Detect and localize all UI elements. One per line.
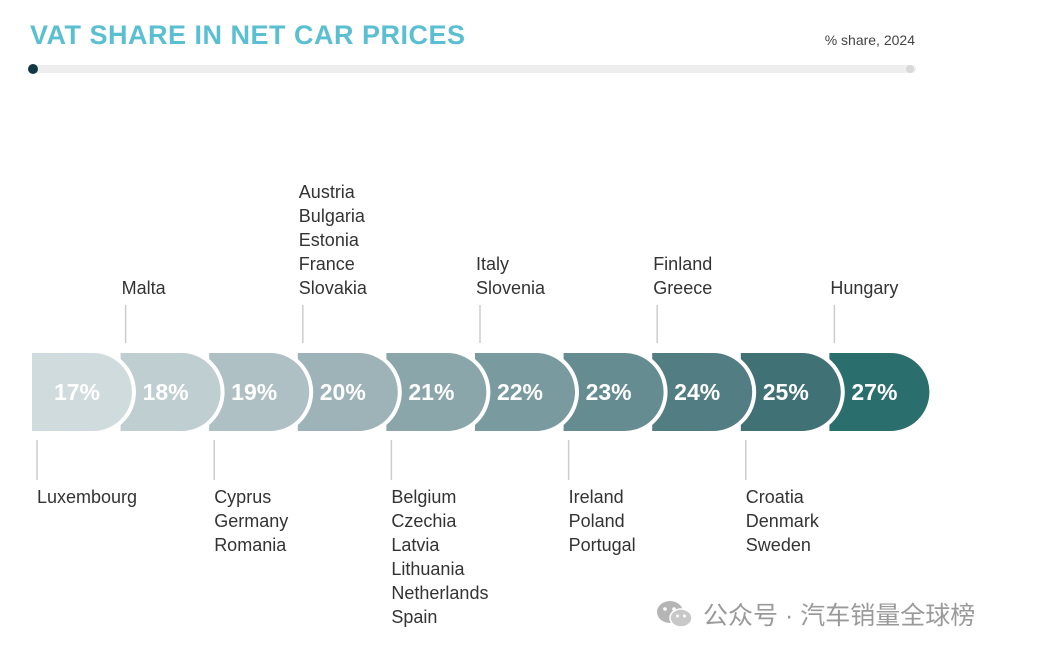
country-label: Portugal (569, 535, 636, 555)
country-label: Belgium (391, 487, 456, 507)
progress-end-dot (906, 65, 914, 73)
country-label: Hungary (830, 278, 898, 298)
chart-title: VAT SHARE IN NET CAR PRICES (30, 20, 466, 50)
scale-segment-6 (471, 349, 579, 435)
country-label: Czechia (391, 511, 457, 531)
country-label: Spain (391, 607, 437, 627)
country-label: France (299, 254, 355, 274)
value-label: 27% (851, 379, 897, 405)
country-label: Germany (214, 511, 288, 531)
country-label: Bulgaria (299, 206, 366, 226)
country-label: Slovenia (476, 278, 546, 298)
scale-segment-9 (736, 349, 845, 435)
country-label: Malta (122, 278, 167, 298)
country-label: Latvia (391, 535, 440, 555)
country-label: Ireland (569, 487, 624, 507)
value-label: 22% (497, 379, 543, 405)
country-label: Lithuania (391, 559, 465, 579)
scale-segment-8 (648, 349, 757, 435)
scale-segment-3 (205, 349, 314, 435)
value-label: 21% (408, 379, 454, 405)
country-label: Finland (653, 254, 712, 274)
scale-segment-5 (382, 349, 491, 435)
country-label: Netherlands (391, 583, 488, 603)
country-label: Croatia (746, 487, 805, 507)
country-label: Estonia (299, 230, 360, 250)
watermark: 公众号 · 汽车销量全球榜 (655, 596, 975, 632)
country-label: Romania (214, 535, 287, 555)
country-label: Sweden (746, 535, 811, 555)
country-label: Luxembourg (37, 487, 137, 507)
scale-segment-1 (28, 349, 136, 435)
value-label: 23% (586, 379, 632, 405)
progress-track (30, 65, 916, 73)
value-label: 20% (320, 379, 366, 405)
value-label: 17% (54, 379, 100, 405)
country-label: Austria (299, 182, 356, 202)
chart-subtitle: % share, 2024 (824, 32, 915, 48)
value-label: 25% (763, 379, 809, 405)
country-label: Slovakia (299, 278, 368, 298)
scale-segment-2 (116, 349, 225, 435)
country-label: Poland (569, 511, 625, 531)
country-label: Italy (476, 254, 509, 274)
country-label: Cyprus (214, 487, 271, 507)
wechat-icon (657, 601, 693, 628)
scale-segment-7 (559, 349, 668, 435)
progress-start-dot (28, 64, 38, 74)
left-edge-mask (26, 348, 31, 436)
country-label: Greece (653, 278, 712, 298)
value-label: 19% (231, 379, 277, 405)
watermark-text: 公众号 · 汽车销量全球榜 (703, 602, 976, 630)
scale-segment-4 (293, 349, 402, 435)
country-label: Denmark (746, 511, 820, 531)
value-label: 24% (674, 379, 720, 405)
value-label: 18% (143, 379, 189, 405)
scale-segment-10 (825, 349, 934, 435)
